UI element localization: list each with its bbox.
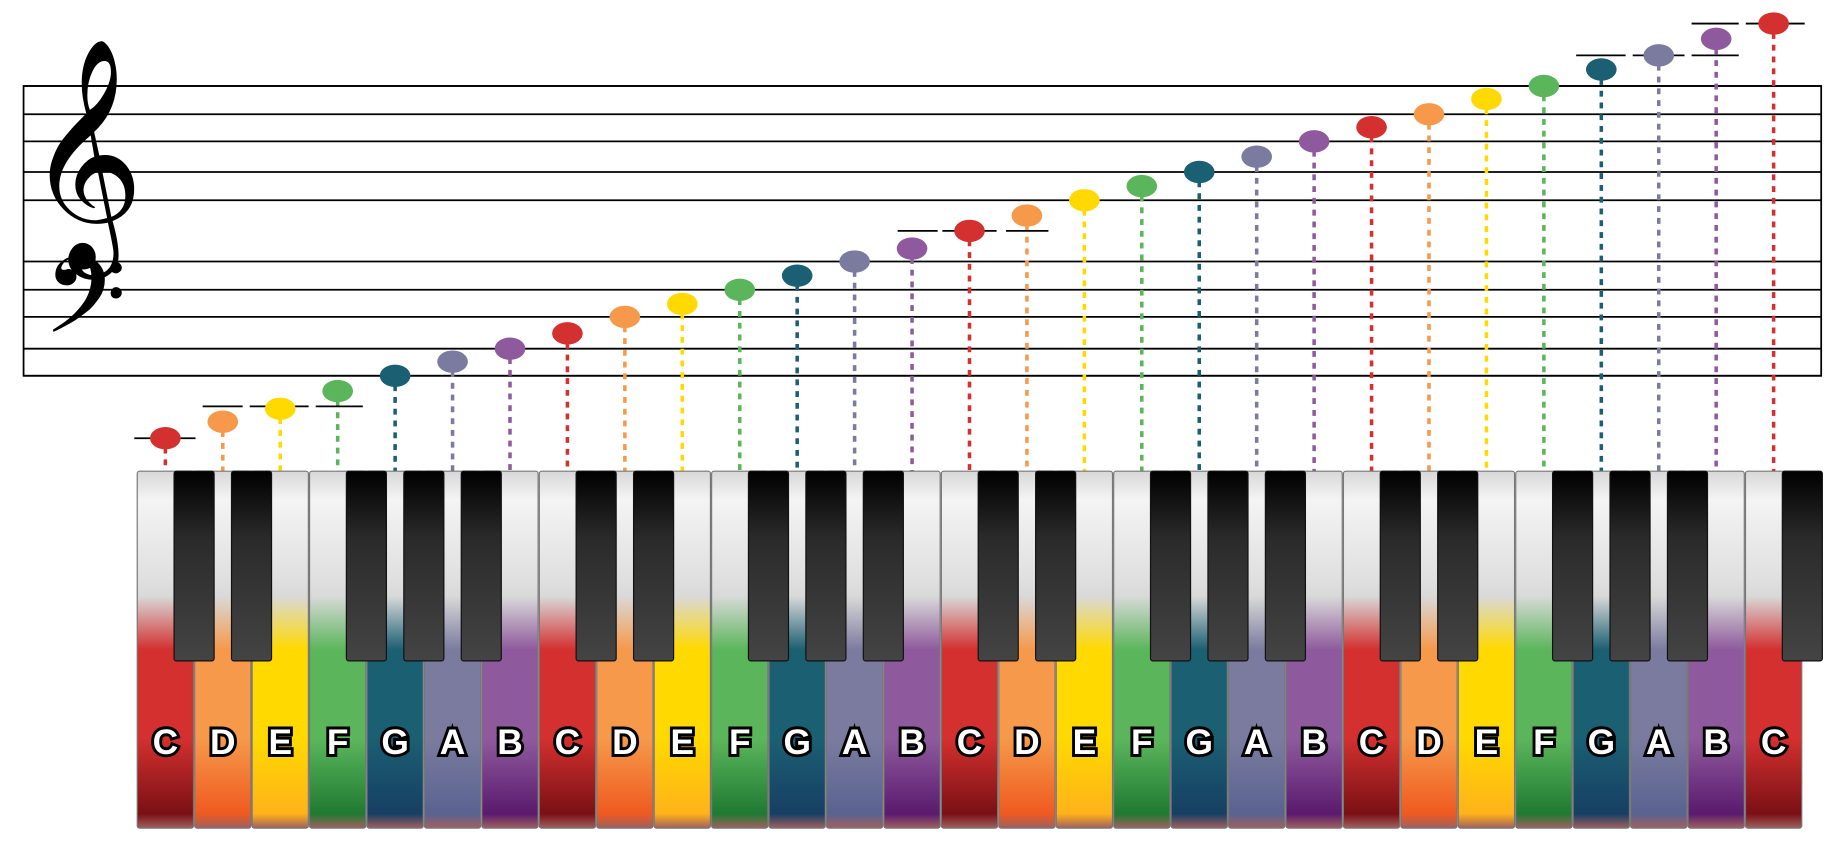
black-key[interactable] [1149, 470, 1192, 662]
note-B [1298, 130, 1330, 153]
key-label: E [1073, 723, 1097, 762]
note-D [1011, 204, 1043, 227]
black-key[interactable] [747, 470, 790, 662]
key-label: A [440, 723, 466, 762]
key-label: C [555, 723, 581, 762]
black-key[interactable] [345, 470, 388, 662]
black-key[interactable] [632, 470, 675, 662]
note-F [724, 278, 756, 301]
key-label: G [1588, 723, 1615, 762]
key-label: D [1014, 723, 1040, 762]
key-label: A [842, 723, 868, 762]
black-key[interactable] [173, 470, 215, 662]
black-key[interactable] [1035, 470, 1077, 662]
key-label: F [1131, 723, 1153, 762]
note-C [1758, 12, 1789, 35]
black-key[interactable] [977, 470, 1019, 662]
black-key[interactable] [862, 470, 904, 662]
key-label: F [327, 723, 349, 762]
note-A [437, 350, 468, 373]
note-D [207, 410, 239, 433]
note-G [1585, 58, 1617, 81]
black-key[interactable] [1264, 470, 1307, 662]
key-label: B [899, 723, 925, 762]
note-A [1643, 44, 1675, 67]
note-C [954, 219, 985, 243]
key-label: B [1301, 723, 1327, 762]
key-label: G [783, 723, 810, 762]
key-label: F [1533, 723, 1555, 762]
key-label: A [1646, 723, 1672, 762]
key-label: C [153, 723, 179, 762]
key-label: E [268, 723, 292, 762]
key-label: D [1416, 723, 1442, 762]
note-F [322, 379, 353, 403]
note-A [1241, 145, 1272, 168]
note-B [896, 237, 928, 260]
key-label: C [1359, 723, 1385, 762]
note-E [1069, 189, 1100, 212]
key-label: D [210, 723, 236, 762]
key-label: G [381, 723, 408, 762]
black-key[interactable] [575, 470, 617, 662]
note-A [839, 250, 870, 273]
black-key[interactable] [805, 470, 847, 662]
note-G [781, 264, 813, 287]
key-label: E [1475, 723, 1499, 762]
black-key[interactable] [460, 470, 502, 662]
note-E [264, 397, 296, 420]
key-label: C [1761, 723, 1787, 762]
black-key[interactable] [1609, 470, 1651, 662]
note-D [1413, 103, 1445, 126]
note-G [1183, 160, 1215, 184]
grand-staff [22, 85, 1823, 377]
key-label: D [612, 723, 638, 762]
treble-clef-icon: 𝄞 [26, 36, 144, 279]
key-label: A [1244, 723, 1270, 762]
note-C [1356, 116, 1387, 139]
bass-clef-icon: 𝄢 [43, 233, 126, 384]
black-key[interactable] [1781, 470, 1823, 662]
note-B [1700, 27, 1732, 51]
note-E [1471, 87, 1502, 111]
black-key[interactable] [1551, 470, 1594, 662]
note-C [552, 322, 583, 345]
note-D [609, 305, 641, 329]
note-C [150, 427, 181, 450]
note-F [1528, 74, 1560, 98]
black-key[interactable] [1666, 470, 1709, 662]
note-E [666, 292, 698, 316]
key-label: B [1703, 723, 1729, 762]
black-key[interactable] [1379, 470, 1421, 662]
note-B [494, 337, 526, 360]
key-label: C [957, 723, 983, 762]
black-key[interactable] [1437, 470, 1479, 662]
black-key[interactable] [230, 470, 273, 662]
key-label: F [729, 723, 751, 762]
key-label: G [1186, 723, 1213, 762]
key-label: B [497, 723, 523, 762]
note-F [1126, 174, 1158, 198]
note-G [379, 364, 411, 387]
black-key[interactable] [1207, 470, 1249, 662]
black-key[interactable] [403, 470, 445, 662]
key-label: E [671, 723, 695, 762]
